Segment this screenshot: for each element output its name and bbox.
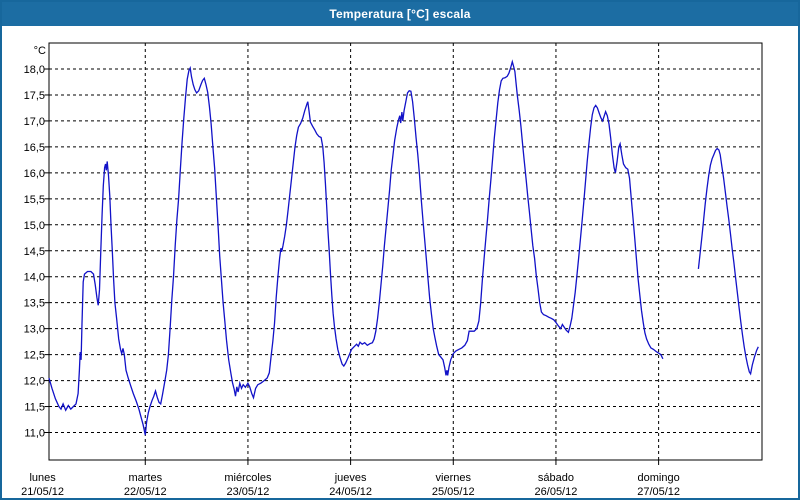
- x-day-label: domingo: [638, 472, 680, 484]
- x-day-label: martes: [128, 472, 162, 484]
- y-tick-label: 15,0: [24, 220, 45, 232]
- y-tick-label: 16,0: [24, 168, 45, 180]
- y-tick-label: 12,5: [24, 350, 45, 362]
- x-date-label: 25/05/12: [432, 486, 475, 498]
- x-date-label: 24/05/12: [329, 486, 372, 498]
- x-date-label: 22/05/12: [124, 486, 167, 498]
- y-tick-label: 11,5: [24, 402, 45, 414]
- chart-title: Temperatura [°C] escala: [329, 7, 471, 21]
- x-date-label: 27/05/12: [637, 486, 680, 498]
- plot-border: [48, 42, 763, 461]
- y-tick-label: 14,0: [24, 272, 45, 284]
- temperature-line: [48, 59, 759, 436]
- y-tick-label: 14,5: [24, 246, 45, 258]
- x-date-label: 26/05/12: [535, 486, 578, 498]
- y-tick-label: 13,0: [24, 324, 45, 336]
- plot-background: [49, 43, 762, 460]
- title-bar: Temperatura [°C] escala: [2, 2, 798, 26]
- x-day-label: viernes: [436, 472, 472, 484]
- y-tick-label: 18,0: [24, 64, 45, 76]
- temperature-plot: 18,0 17,5 17,0 16,5 16,0 15,5 15,0 14,5 14,0 13,5…: [21, 42, 763, 498]
- y-tick-label: 11,0: [24, 428, 45, 440]
- y-axis-unit-label: °C: [34, 45, 46, 57]
- x-date-label: 23/05/12: [227, 486, 270, 498]
- y-tick-label: 13,5: [24, 298, 45, 310]
- x-day-label: lunes: [29, 472, 56, 484]
- x-day-label: jueves: [334, 472, 367, 484]
- y-tick-label: 15,5: [24, 194, 45, 206]
- x-day-label: miércoles: [224, 472, 272, 484]
- y-tick-label: 17,5: [24, 90, 45, 102]
- x-date-label: 21/05/12: [21, 486, 64, 498]
- x-day-label: sábado: [538, 472, 574, 484]
- y-tick-label: 12,0: [24, 376, 45, 388]
- y-tick-label: 17,0: [24, 116, 45, 128]
- y-tick-label: 16,5: [24, 142, 45, 154]
